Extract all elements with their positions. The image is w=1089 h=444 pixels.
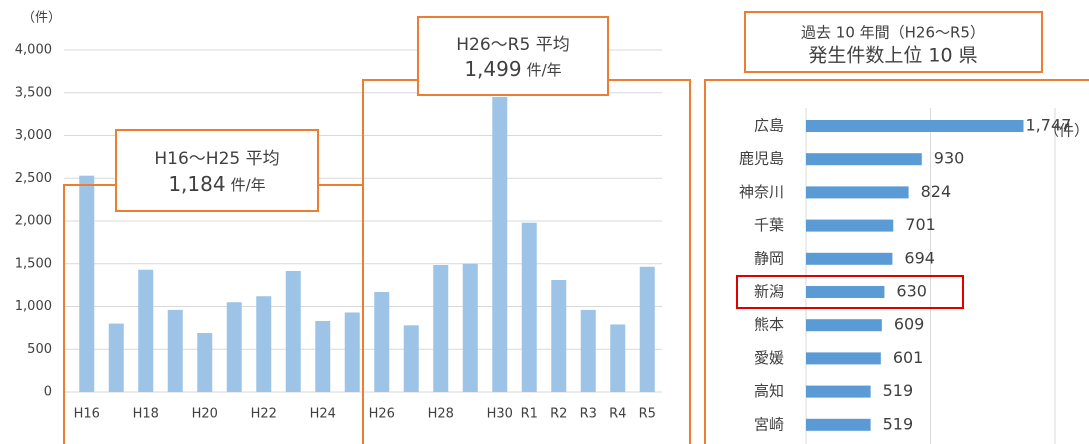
annotation-text: H16～H25 平均: [154, 149, 279, 169]
highlight-box: [736, 275, 964, 309]
value-label: 824: [921, 182, 952, 201]
y-tick-label: 1,500: [15, 256, 52, 271]
value-label: 519: [883, 414, 914, 433]
chart-title: 過去 10 年間（H26～R5）: [801, 24, 985, 42]
bar: [344, 312, 360, 392]
y-tick-label: 4,000: [15, 43, 52, 58]
x-tick-label: R1: [521, 407, 538, 422]
x-tick-label: H26: [369, 407, 395, 422]
value-label: 630: [896, 282, 927, 301]
x-tick-label: R4: [609, 407, 626, 422]
bar: [521, 222, 537, 392]
bar: [806, 286, 885, 298]
bar: [806, 120, 1024, 132]
bar: [492, 97, 508, 393]
bar: [806, 385, 871, 398]
category-label: 千葉: [754, 216, 784, 234]
bar: [374, 291, 390, 392]
value-label: 1,747: [1026, 116, 1072, 135]
annotation-value: 1,499 件/年: [464, 57, 561, 81]
category-label: 新潟: [754, 283, 784, 301]
x-tick-label: H22: [251, 407, 277, 422]
category-label: 鹿児島: [739, 150, 784, 168]
title-box: [744, 11, 1043, 73]
annotation-box: [115, 129, 319, 212]
x-tick-label: H18: [133, 407, 159, 422]
bar: [285, 271, 301, 392]
x-tick-label: R3: [580, 407, 597, 422]
bar: [197, 333, 213, 392]
bar: [639, 266, 655, 392]
bar: [226, 302, 242, 392]
category-label: 高知: [754, 382, 784, 400]
x-tick-label: R5: [639, 407, 656, 422]
category-label: 愛媛: [754, 349, 784, 367]
bar: [256, 296, 272, 392]
bar: [433, 265, 449, 392]
bar: [610, 324, 626, 392]
chart-subtitle: 発生件数上位 10 県: [808, 45, 977, 67]
bar: [806, 418, 871, 431]
y-tick-label: 2,500: [15, 171, 52, 186]
range-outline: [63, 184, 364, 444]
value-label: 601: [893, 348, 924, 367]
x-tick-label: H30: [487, 407, 513, 422]
panel-outline: [704, 79, 1089, 444]
annotation-value: 1,184 件/年: [168, 172, 265, 196]
y-tick-label: 0: [44, 385, 52, 400]
annotation-number: 1,499: [464, 57, 521, 81]
bar: [806, 153, 922, 166]
y-tick-label: 1,000: [15, 299, 52, 314]
x-tick-label: H20: [192, 407, 218, 422]
category-label: 熊本: [754, 316, 784, 334]
bar: [580, 309, 596, 392]
y-tick-label: 500: [27, 342, 52, 357]
x-tick-label: H24: [310, 407, 336, 422]
bar: [806, 186, 909, 199]
y-tick-label: 3,000: [15, 128, 52, 143]
bar: [167, 309, 183, 392]
category-label: 神奈川: [739, 183, 784, 201]
category-label: 静岡: [754, 249, 784, 267]
unit-label: （件）: [22, 11, 61, 26]
annotation-number: 1,184: [168, 172, 225, 196]
annotation-unit: 件/年: [231, 176, 266, 194]
bar: [403, 325, 419, 392]
bar: [806, 352, 881, 365]
x-tick-label: H16: [74, 407, 100, 422]
unit-label: （件）: [1044, 122, 1089, 140]
value-label: 701: [905, 215, 936, 234]
value-label: 694: [904, 248, 935, 267]
x-tick-label: H28: [428, 407, 454, 422]
value-label: 519: [883, 381, 914, 400]
value-label: 609: [894, 315, 925, 334]
bar: [806, 252, 893, 265]
y-tick-label: 3,500: [15, 85, 52, 100]
y-tick-label: 2,000: [15, 214, 52, 229]
annotation-box: [417, 16, 609, 96]
annotation-text: H26～R5 平均: [456, 35, 569, 55]
bar: [806, 219, 894, 232]
category-label: 宮崎: [754, 415, 784, 433]
bar: [806, 319, 882, 332]
bar: [108, 323, 124, 392]
annotation-unit: 件/年: [527, 61, 562, 79]
bar: [315, 321, 331, 392]
value-label: 930: [934, 149, 965, 168]
bar: [79, 175, 95, 392]
bar: [138, 269, 154, 392]
category-label: 広島: [754, 117, 784, 135]
bar: [462, 263, 478, 392]
bar: [551, 279, 567, 392]
x-tick-label: R2: [550, 407, 567, 422]
